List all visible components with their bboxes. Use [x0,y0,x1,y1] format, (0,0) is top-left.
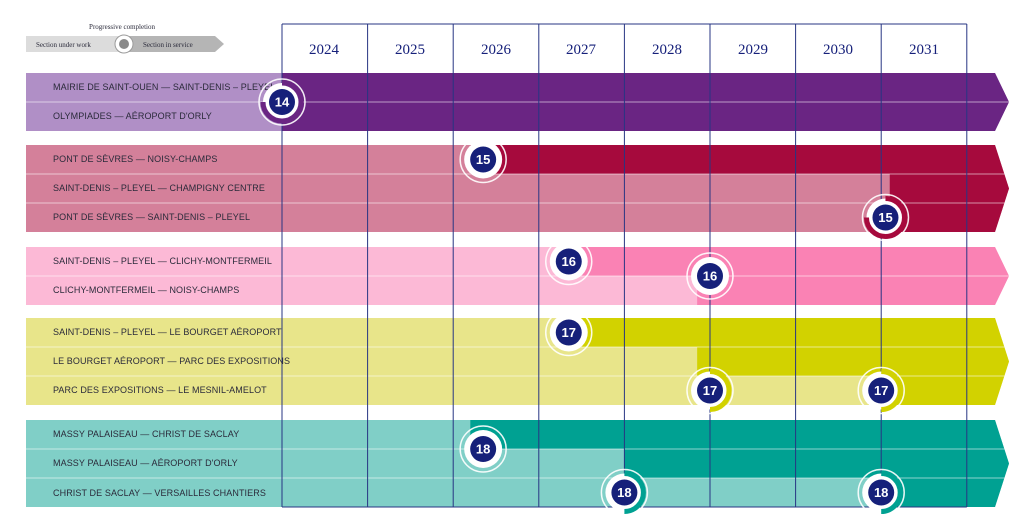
line-16-service-segment [697,276,1009,305]
legend-badge-dot-icon [119,39,129,49]
year-label: 2026 [481,42,512,58]
badge-outer-ring [857,468,905,514]
legend-title: Progressive completion [89,23,155,31]
badge-outer-ring [861,193,910,242]
year-label: 2031 [909,42,939,58]
row-label-line-15: PONT DE SÈVRES — SAINT-DENIS – PLEYEL [53,212,250,222]
badge-disc [470,146,497,173]
row-label-line-14: OLYMPIADES — AÉROPORT D'ORLY [53,111,212,121]
line-17-service-segment [697,347,1009,376]
row-label-line-17: LE BOURGET AÉROPORT — PARC DES EXPOSITIO… [53,356,290,366]
line-17-service-segment [568,318,1005,347]
badge-disc [868,479,895,506]
line-14-service-segment [282,102,1009,131]
badge-outer-ring [600,468,649,514]
row-label-line-15: PONT DE SÈVRES — NOISY-CHAMPS [53,154,217,164]
badge-disc [697,263,723,289]
row-label-line-17: PARC DES EXPOSITIONS — LE MESNIL-AMELOT [53,385,267,395]
badge-outer-ring [545,308,593,357]
badge-disc [868,377,895,404]
row-label-line-14: MAIRIE DE SAINT-OUEN — SAINT-DENIS – PLE… [53,82,275,92]
line-bands [26,73,1009,507]
badge-outer-ring [459,135,507,184]
badge-number: 16 [562,254,576,269]
line-15-badge: 15 [861,193,910,242]
badge-progress-arc [624,471,646,514]
year-header: 2024 2025 2026 2027 2028 2029 2030 2031 [309,42,939,58]
line-15-badge: 15 [459,135,507,184]
legend-arrow-service [123,36,224,52]
line-16-service-segment [568,247,1009,276]
badge-progress-arc [881,369,903,412]
badge-disc [611,479,638,506]
badge-outer-ring [686,366,734,415]
line-18-service-segment [624,449,1009,478]
row-labels: MAIRIE DE SAINT-OUEN — SAINT-DENIS – PLE… [53,82,290,498]
badge-disc [555,248,582,275]
line-15-service-segment [470,145,1005,174]
badge-progress-arc [863,217,886,239]
line-18-badge: 18 [600,468,649,514]
badge-number: 17 [562,325,576,340]
badge-number: 15 [878,210,892,225]
row-label-line-17: SAINT-DENIS – PLEYEL — LE BOURGET AÉROPO… [53,327,282,337]
year-label: 2024 [309,42,340,58]
legend-arrow-work [26,36,123,52]
badge-disc [697,377,723,404]
year-label: 2025 [395,42,425,58]
badge-disc [872,204,899,231]
badge-progress-arc [709,369,732,412]
line-16-badge: 16 [545,237,593,286]
badge-number: 18 [617,485,631,500]
line-17-badge: 17 [545,308,593,357]
row-label-line-16: SAINT-DENIS – PLEYEL — CLICHY-MONTFERMEI… [53,256,272,266]
badge-progress-arc [281,80,304,124]
year-label: 2030 [823,42,853,58]
row-label-line-16: CLICHY-MONTFERMEIL — NOISY-CHAMPS [53,285,239,295]
year-label: 2029 [738,42,768,58]
badge-outer-ring [857,366,905,415]
badge-outer-ring [545,237,593,286]
badge-number: 18 [874,485,888,500]
badge-number: 17 [703,383,717,398]
line-17-badge: 17 [857,366,905,415]
line-16-badge: 16 [686,252,734,300]
row-label-line-15: SAINT-DENIS – PLEYEL — CHAMPIGNY CENTRE [53,183,265,193]
badge-progress-arc [885,196,907,239]
badge-disc [269,89,295,115]
badge-outer-ring [459,425,507,473]
line-15-service-segment [889,203,1005,232]
line-17-badge: 17 [686,366,734,415]
legend: Progressive completion Section under wor… [26,23,224,54]
year-label: 2028 [652,42,682,58]
line-14-service-segment [282,73,1009,102]
row-label-line-18: MASSY PALAISEAU — AÉROPORT D'ORLY [53,458,238,468]
line-18-badge: 18 [459,425,507,473]
badge-number: 17 [874,383,888,398]
badge-progress-arc [881,471,903,514]
row-label-line-18: MASSY PALAISEAU — CHRIST DE SACLAY [53,429,239,439]
line-18-service-segment [470,420,1005,449]
badge-number: 14 [275,95,290,110]
badge-number: 18 [476,442,490,457]
badge-number: 16 [703,269,717,284]
line-15-service-segment [889,174,1009,203]
legend-right-label: Section in service [143,41,193,49]
badge-outer-ring [258,78,306,126]
badge-number: 15 [476,152,490,167]
badge-disc [470,436,497,462]
line-18-badge: 18 [857,468,905,514]
badge-outer-ring [686,252,734,300]
badge-disc [555,319,582,346]
badge-progress-arc [260,101,283,124]
legend-left-label: Section under work [36,41,91,49]
line-14-badge: 14 [258,78,306,126]
row-label-line-18: CHRIST DE SACLAY — VERSAILLES CHANTIERS [53,488,266,498]
line-badges: 14 15 15 16 16 17 17 17 18 18 18 [258,78,910,514]
year-label: 2027 [566,42,597,58]
